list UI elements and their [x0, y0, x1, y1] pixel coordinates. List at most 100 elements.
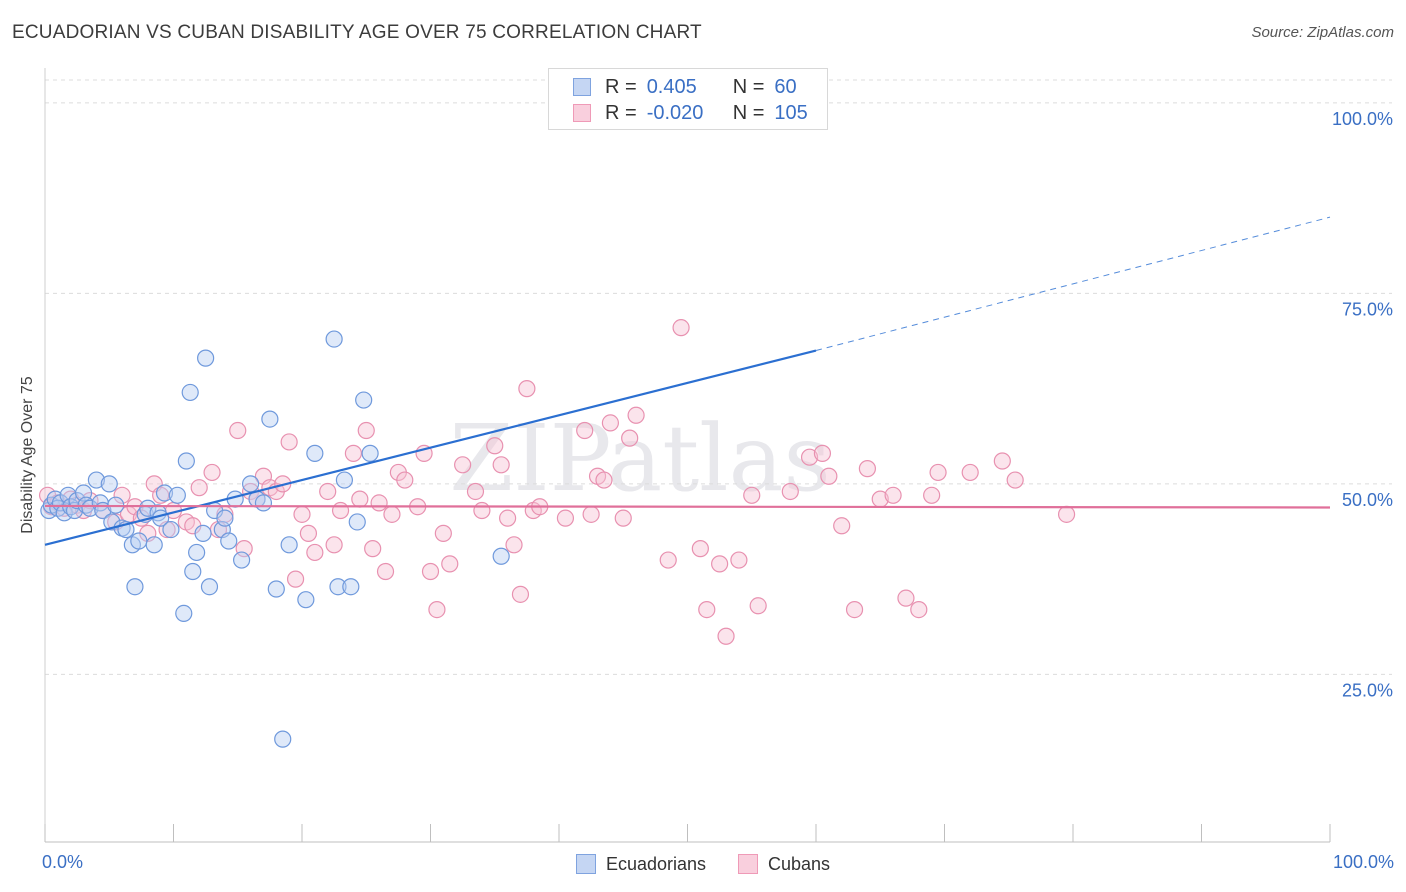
cubans-point	[993, 452, 1011, 470]
ecuadorians-point	[254, 494, 273, 512]
n-value: 60	[774, 75, 797, 98]
ecuadorians-trend-line	[44, 349, 817, 546]
ecuadorians-point	[267, 580, 285, 598]
cubans-swatch	[573, 104, 591, 122]
ecuadorians-point	[348, 513, 366, 531]
cubans-point	[813, 444, 832, 462]
legend-row-ecuadorians: R = 0.405 N = 60	[573, 75, 797, 99]
cubans-point	[961, 463, 979, 482]
cubans-point	[473, 501, 491, 520]
legend-item-cubans[interactable]: Cubans	[738, 854, 830, 875]
cubans-point	[511, 585, 530, 603]
cubans-point	[711, 555, 729, 573]
cubans-point	[441, 555, 459, 573]
ecuadorians-point	[361, 444, 379, 462]
legend-row-cubans: R = -0.020 N = 105	[573, 101, 808, 125]
cubans-point	[659, 551, 677, 569]
legend-item-ecuadorians[interactable]: Ecuadorians	[575, 853, 707, 875]
ecuadorians-point	[280, 536, 298, 554]
y-tick-label: 50.0%	[1342, 490, 1393, 510]
ecuadorians-point	[335, 471, 354, 489]
ecuadorians-points	[40, 94, 825, 748]
cubans-point	[627, 406, 645, 424]
cubans-point	[486, 437, 504, 455]
cubans-point	[466, 482, 485, 501]
ecuadorians-point	[55, 504, 73, 522]
cubans-point	[505, 536, 523, 554]
r-label: R =	[605, 101, 637, 124]
legend-label-cubans: Cubans	[768, 853, 831, 874]
cubans-point	[370, 494, 388, 512]
ecuadorians-point	[181, 383, 199, 402]
ecuadorians-point	[162, 520, 180, 539]
ecuadorians-point	[87, 471, 106, 489]
cubans-point	[306, 543, 324, 562]
n-label: N =	[732, 101, 765, 124]
cubans-point	[428, 600, 446, 619]
cubans-point	[621, 429, 639, 447]
legend-label-ecuadorians: Ecuadorians	[605, 853, 707, 874]
y-tick-label: 25.0%	[1342, 680, 1393, 700]
ecuadorians-point	[261, 410, 279, 428]
r-label: R =	[605, 75, 637, 98]
n-label: N =	[732, 75, 765, 98]
ecuadorians-point	[216, 509, 234, 527]
cubans-point	[293, 505, 311, 523]
cubans-point	[351, 490, 369, 508]
cubans-legend-swatch	[738, 854, 759, 874]
cubans-point	[299, 524, 318, 542]
ecuadorians-point	[139, 499, 157, 517]
cubans-point	[190, 479, 208, 497]
cubans-point	[730, 551, 748, 569]
y-tick-labels: 25.0% 50.0% 75.0% 100.0%	[1332, 109, 1393, 700]
cubans-point	[717, 627, 735, 645]
ecuadorians-point	[100, 475, 118, 493]
ecuadorians-point	[197, 349, 215, 367]
cubans-point	[286, 570, 305, 588]
ecuadorians-point	[188, 543, 206, 562]
source-label: Source: ZipAtlas.com	[1251, 24, 1394, 41]
ecuadorians-point	[242, 475, 260, 493]
ecuadorians-point	[233, 551, 251, 569]
cubans-point	[576, 421, 594, 440]
y-tick-label: 75.0%	[1342, 299, 1393, 319]
cubans-point	[518, 380, 536, 398]
ecuadorians-point	[130, 532, 148, 550]
cubans-point	[820, 467, 838, 485]
cubans-point	[319, 482, 337, 501]
cubans-point	[601, 414, 620, 432]
cubans-point	[749, 597, 767, 615]
cubans-point	[499, 509, 517, 527]
cubans-point	[396, 471, 414, 489]
cubans-point	[331, 501, 350, 520]
ecuadorians-point	[194, 524, 212, 542]
cubans-point	[743, 486, 761, 504]
cubans-point	[454, 456, 472, 474]
ecuadorians-point	[220, 532, 238, 550]
cubans-point	[698, 600, 716, 619]
cubans-point	[929, 463, 947, 482]
ecuadorians-point	[126, 578, 144, 596]
ecuadorians-point	[329, 578, 347, 596]
cubans-point	[229, 421, 247, 440]
cubans-point	[691, 540, 709, 558]
cubans-point	[833, 517, 851, 535]
ecuadorians-point	[355, 391, 373, 409]
y-tick-label: 100.0%	[1332, 109, 1393, 129]
ecuadorians-point	[325, 330, 343, 348]
r-value: 0.405	[646, 75, 697, 98]
ecuadorians-point	[297, 591, 315, 609]
ecuadorians-point	[492, 547, 510, 565]
ecuadorians-point	[200, 578, 219, 596]
cubans-point	[280, 433, 298, 451]
cubans-point	[595, 471, 613, 489]
ecuadorians-point	[81, 499, 99, 517]
ecuadorians-point	[177, 452, 195, 470]
r-value: -0.020	[646, 101, 704, 124]
cubans-point	[923, 486, 941, 504]
cubans-point	[203, 463, 221, 482]
cubans-point	[492, 456, 510, 474]
cubans-point	[884, 486, 902, 504]
cubans-trend-line	[44, 504, 1331, 509]
